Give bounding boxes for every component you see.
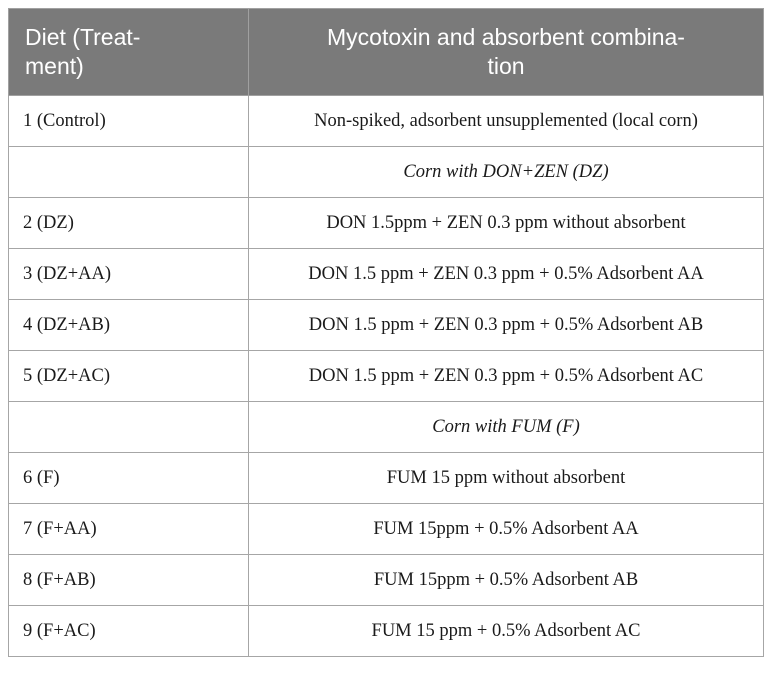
table-row: 2 (DZ) DON 1.5ppm + ZEN 0.3 ppm without … <box>8 197 764 249</box>
header-diet-line2: ment) <box>25 53 84 79</box>
cell-diet: 3 (DZ+AA) <box>8 248 249 300</box>
table-row: 1 (Control) Non-spiked, adsorbent unsupp… <box>8 95 764 147</box>
header-combination-line2: tion <box>487 53 525 79</box>
cell-diet: 1 (Control) <box>8 95 249 147</box>
header-diet: Diet (Treat- ment) <box>8 8 249 96</box>
cell-diet: 5 (DZ+AC) <box>8 350 249 402</box>
cell-combination: DON 1.5ppm + ZEN 0.3 ppm without absorbe… <box>248 197 764 249</box>
cell-diet: 9 (F+AC) <box>8 605 249 657</box>
cell-diet <box>8 146 249 198</box>
cell-combination: Non-spiked, adsorbent unsupplemented (lo… <box>248 95 764 147</box>
table-row: 8 (F+AB) FUM 15ppm + 0.5% Adsorbent AB <box>8 554 764 606</box>
cell-group-label: Corn with DON+ZEN (DZ) <box>248 146 764 198</box>
table-row-group: Corn with DON+ZEN (DZ) <box>8 146 764 198</box>
table-row: 3 (DZ+AA) DON 1.5 ppm + ZEN 0.3 ppm + 0.… <box>8 248 764 300</box>
cell-combination: FUM 15ppm + 0.5% Adsorbent AB <box>248 554 764 606</box>
header-row: Diet (Treat- ment) Mycotoxin and absorbe… <box>8 8 764 96</box>
cell-diet: 8 (F+AB) <box>8 554 249 606</box>
table-row: 4 (DZ+AB) DON 1.5 ppm + ZEN 0.3 ppm + 0.… <box>8 299 764 351</box>
table-row: 7 (F+AA) FUM 15ppm + 0.5% Adsorbent AA <box>8 503 764 555</box>
table-row: 6 (F) FUM 15 ppm without absorbent <box>8 452 764 504</box>
cell-combination: FUM 15 ppm without absorbent <box>248 452 764 504</box>
header-combination: Mycotoxin and absorbent combina- tion <box>248 8 764 96</box>
cell-diet: 6 (F) <box>8 452 249 504</box>
cell-combination: DON 1.5 ppm + ZEN 0.3 ppm + 0.5% Adsorbe… <box>248 350 764 402</box>
header-combination-line1: Mycotoxin and absorbent combina- <box>327 24 685 50</box>
table-header: Diet (Treat- ment) Mycotoxin and absorbe… <box>8 8 764 96</box>
table-row: 9 (F+AC) FUM 15 ppm + 0.5% Adsorbent AC <box>8 605 764 657</box>
cell-group-label: Corn with FUM (F) <box>248 401 764 453</box>
table-row: 5 (DZ+AC) DON 1.5 ppm + ZEN 0.3 ppm + 0.… <box>8 350 764 402</box>
cell-combination: FUM 15 ppm + 0.5% Adsorbent AC <box>248 605 764 657</box>
table-row-group: Corn with FUM (F) <box>8 401 764 453</box>
cell-combination: DON 1.5 ppm + ZEN 0.3 ppm + 0.5% Adsorbe… <box>248 299 764 351</box>
cell-diet: 7 (F+AA) <box>8 503 249 555</box>
cell-diet: 2 (DZ) <box>8 197 249 249</box>
header-diet-line1: Diet (Treat- <box>25 24 141 50</box>
cell-combination: FUM 15ppm + 0.5% Adsorbent AA <box>248 503 764 555</box>
cell-combination: DON 1.5 ppm + ZEN 0.3 ppm + 0.5% Adsorbe… <box>248 248 764 300</box>
cell-diet: 4 (DZ+AB) <box>8 299 249 351</box>
treatment-table: Diet (Treat- ment) Mycotoxin and absorbe… <box>8 8 764 657</box>
cell-diet <box>8 401 249 453</box>
table-body: 1 (Control) Non-spiked, adsorbent unsupp… <box>8 95 764 657</box>
